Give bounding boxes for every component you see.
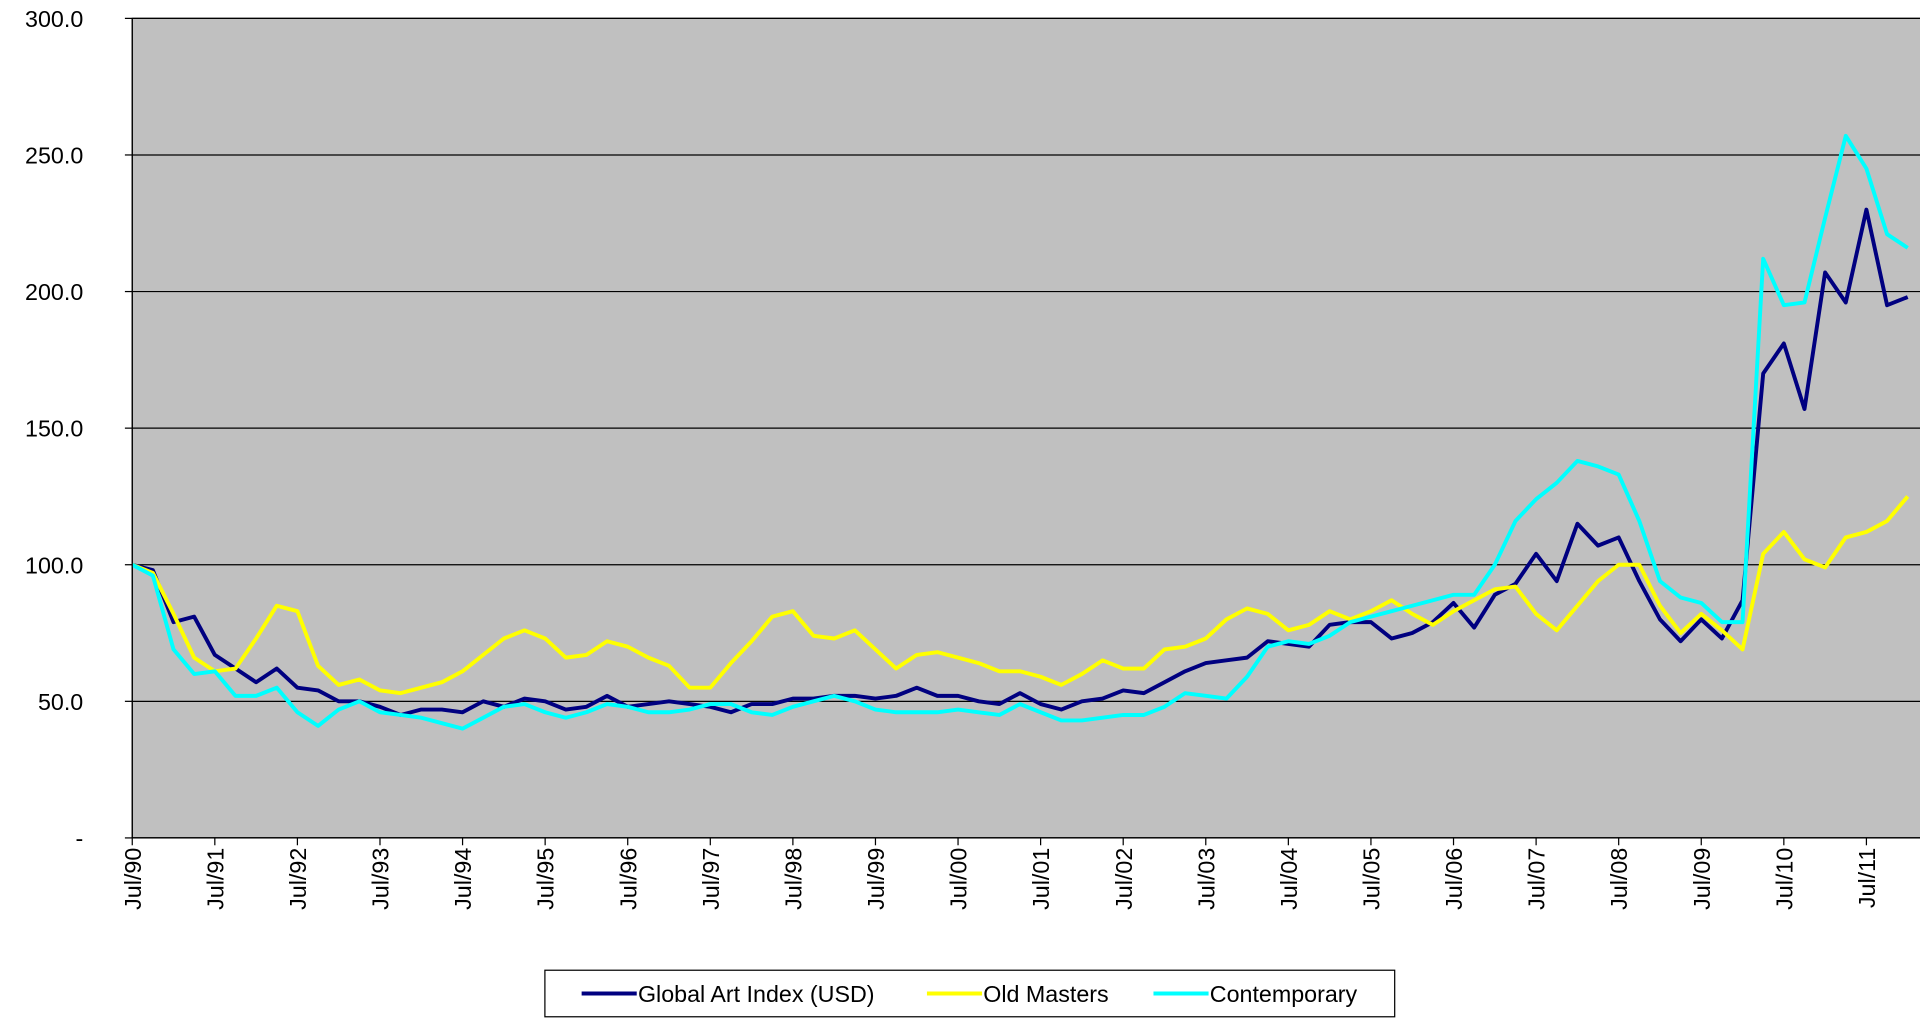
y-tick-label: - — [76, 825, 84, 851]
x-tick-label: Jul/91 — [202, 848, 228, 910]
x-tick-label: Jul/90 — [120, 848, 146, 910]
x-tick-label: Jul/08 — [1606, 848, 1632, 910]
series-line — [132, 207, 1909, 717]
x-tick-label: Jul/07 — [1524, 848, 1550, 910]
x-tick-label: Jul/96 — [615, 848, 641, 910]
x-tick-label: Jul/92 — [285, 848, 311, 910]
x-tick-label: Jul/05 — [1359, 848, 1385, 910]
series-line — [132, 495, 1910, 696]
series-line — [132, 133, 1909, 731]
x-tick-label: Jul/04 — [1276, 848, 1302, 910]
y-tick-label: 150.0 — [25, 416, 83, 442]
x-tick-label: Jul/95 — [533, 848, 559, 910]
x-tick-label: Jul/11 — [1854, 848, 1880, 908]
x-tick-label: Jul/98 — [780, 848, 806, 910]
x-tick-label: Jul/06 — [1441, 848, 1467, 910]
y-tick-label: 50.0 — [38, 689, 83, 715]
y-tick-label: 100.0 — [25, 552, 83, 578]
series-lines — [132, 133, 1910, 731]
x-tick-label: Jul/09 — [1689, 848, 1715, 910]
x-tick-label: Jul/10 — [1771, 848, 1797, 910]
y-tick-label: 250.0 — [25, 143, 83, 169]
x-tick-label: Jul/97 — [698, 848, 724, 910]
legend-label: Old Masters — [983, 981, 1108, 1007]
x-tick-label: Jul/94 — [450, 848, 476, 910]
y-tick-label: 300.0 — [25, 6, 83, 32]
x-tick-label: Jul/00 — [946, 848, 972, 910]
x-tick-label: Jul/03 — [1193, 848, 1219, 910]
legend: Global Art Index (USD) Old Masters Contemp… — [544, 969, 1396, 1018]
axes: - 50.0 100.0 150.0 200.0 250.0 300.0 Jul/90 Jul/… — [25, 6, 1920, 910]
x-tick-label: Jul/01 — [1028, 848, 1054, 910]
plot-area — [131, 17, 1920, 839]
legend-label: Global Art Index (USD) — [638, 981, 875, 1007]
legend-label: Contemporary — [1210, 981, 1358, 1007]
y-tick-label: 200.0 — [25, 279, 83, 305]
x-tick-label: Jul/02 — [1111, 848, 1137, 910]
x-tick-label: Jul/99 — [863, 848, 889, 910]
x-tick-label: Jul/93 — [368, 848, 394, 910]
